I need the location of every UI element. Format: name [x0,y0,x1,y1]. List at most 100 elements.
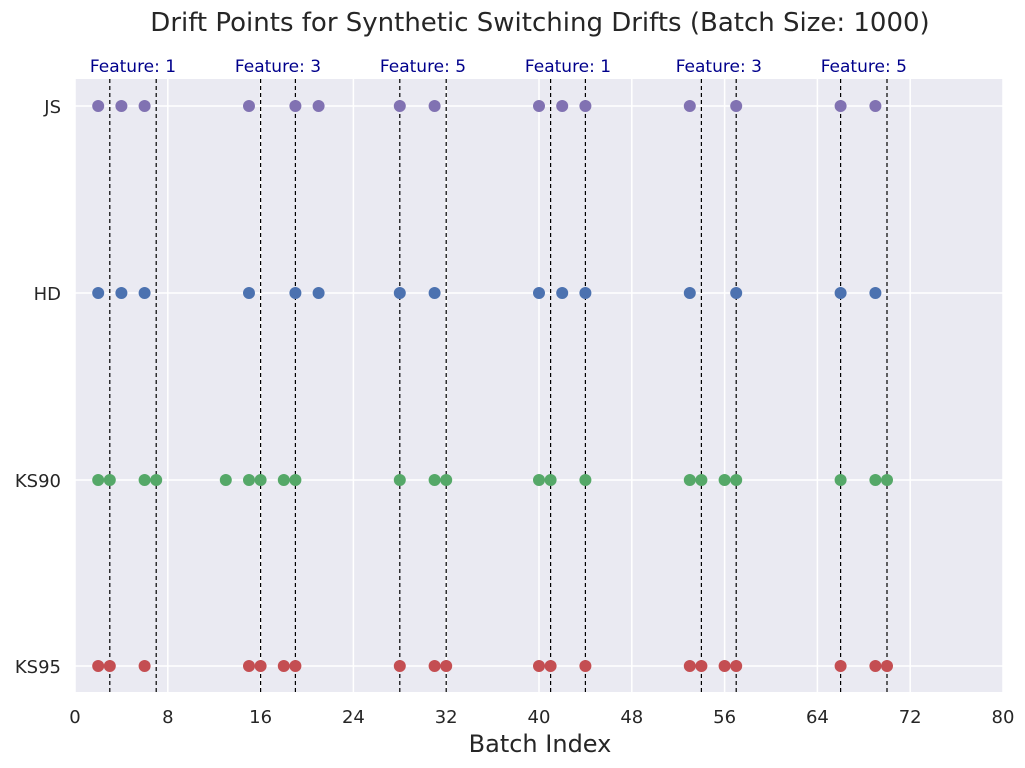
data-point-ks90 [138,474,151,486]
data-point-js [115,100,128,112]
data-point-ks90 [881,474,893,486]
x-axis-label: Batch Index [469,730,612,758]
data-point-ks95 [869,660,882,672]
y-tick-labels: KS95 KS90 HD JS [15,97,61,678]
data-point-ks90 [683,474,696,486]
data-point-hd [730,287,743,299]
x-tick-label: 0 [69,707,80,728]
data-point-hd [683,287,696,299]
x-tick-label: 32 [435,707,458,728]
data-point-js [834,100,847,112]
data-point-ks95 [881,660,893,672]
data-point-js [92,100,105,112]
data-point-hd [312,287,325,299]
data-point-ks90 [254,474,267,486]
data-point-hd [428,287,441,299]
data-point-ks90 [92,474,105,486]
data-point-ks95 [579,660,592,672]
data-point-ks95 [243,660,255,672]
feature-label: Feature: 5 [380,57,466,77]
data-point-js [533,100,545,112]
data-point-hd [533,287,545,299]
data-point-ks95 [393,660,406,672]
data-point-ks95 [428,660,441,672]
data-point-ks95 [718,660,731,672]
data-point-js [312,100,325,112]
data-point-ks90 [103,474,116,486]
data-point-ks95 [834,660,847,672]
data-point-js [428,100,441,112]
chart-title: Drift Points for Synthetic Switching Dri… [150,8,929,38]
y-tick-label: KS90 [15,471,61,492]
x-tick-label: 56 [713,707,736,728]
data-point-js [289,100,302,112]
feature-label: Feature: 5 [821,57,907,77]
feature-annotations: Feature: 1 Feature: 3 Feature: 5 Feature: 1… [90,57,907,77]
x-tick-label: 72 [899,707,922,728]
data-point-ks90 [869,474,882,486]
data-point-ks90 [579,474,592,486]
y-tick-label: KS95 [15,657,61,678]
y-tick-label: JS [43,97,61,118]
data-point-ks90 [289,474,302,486]
x-tick-label: 40 [528,707,551,728]
y-tick-label: HD [34,284,61,305]
data-point-ks95 [138,660,151,672]
data-point-ks90 [277,474,290,486]
data-point-ks90 [428,474,441,486]
data-point-ks95 [92,660,105,672]
data-point-hd [393,287,406,299]
data-point-ks95 [254,660,267,672]
data-point-ks95 [730,660,743,672]
data-point-js [683,100,696,112]
data-point-ks95 [544,660,557,672]
data-point-hd [869,287,882,299]
data-point-js [138,100,151,112]
data-point-ks90 [440,474,453,486]
feature-label: Feature: 1 [90,57,176,77]
data-point-ks90 [718,474,731,486]
x-tick-label: 48 [620,707,643,728]
x-tick-label: 16 [249,707,272,728]
data-point-js [393,100,406,112]
data-point-ks90 [834,474,847,486]
x-tick-label: 8 [162,707,173,728]
data-point-ks95 [440,660,453,672]
data-point-hd [138,287,151,299]
data-point-js [243,100,255,112]
data-point-hd [92,287,105,299]
feature-label: Feature: 3 [676,57,762,77]
data-point-ks95 [289,660,302,672]
data-point-ks90 [393,474,406,486]
x-tick-label: 80 [992,707,1015,728]
data-point-ks90 [219,474,232,486]
x-tick-labels: 0 8 16 24 32 40 48 56 64 72 80 [69,707,1014,728]
data-point-ks90 [243,474,255,486]
data-point-ks95 [103,660,116,672]
data-point-js [579,100,592,112]
data-point-hd [579,287,592,299]
data-point-js [730,100,743,112]
data-points [92,100,893,672]
data-point-hd [834,287,847,299]
x-tick-label: 24 [342,707,365,728]
data-point-ks90 [730,474,743,486]
x-tick-label: 64 [806,707,829,728]
data-point-hd [289,287,302,299]
data-point-js [556,100,569,112]
data-point-hd [243,287,255,299]
data-point-ks90 [150,474,163,486]
data-point-hd [115,287,128,299]
data-point-js [869,100,882,112]
data-point-ks95 [533,660,545,672]
data-point-ks90 [544,474,557,486]
data-point-hd [556,287,569,299]
feature-label: Feature: 3 [235,57,321,77]
data-point-ks90 [533,474,545,486]
feature-label: Feature: 1 [525,57,611,77]
data-point-ks95 [277,660,290,672]
data-point-ks95 [695,660,708,672]
data-point-ks95 [683,660,696,672]
data-point-ks90 [695,474,708,486]
